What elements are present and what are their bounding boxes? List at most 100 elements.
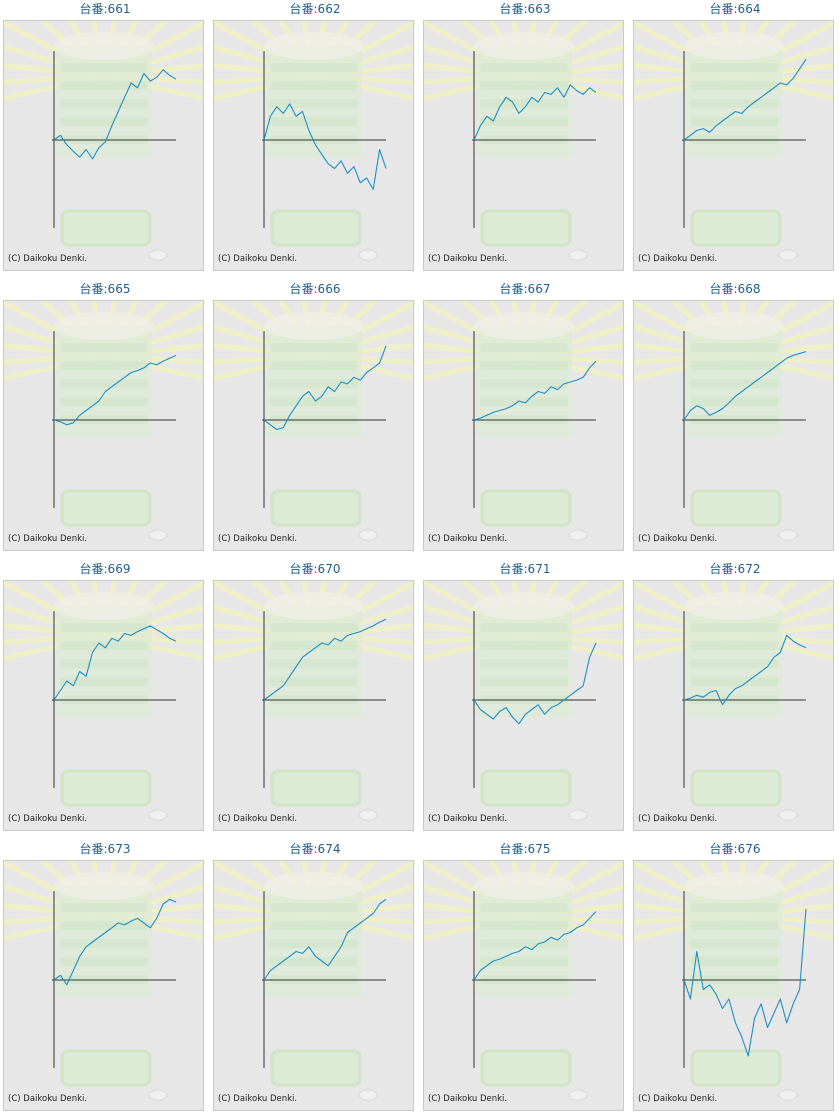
chart-svg [634,21,833,261]
machine-stripe [270,379,358,388]
chart-panel: (C) Daikoku Denki. [633,580,834,831]
machine-stripe [690,659,778,668]
chart-cell: 台番:674 (C) Daikoku Denki. [210,840,420,1120]
chart-title: 台番:672 [709,562,761,576]
tray-decoration [270,489,362,527]
machine-stripe [270,903,358,912]
chart-cell: 台番:669 (C) Daikoku Denki. [0,560,210,840]
chart-svg [634,581,833,821]
copyright-label: (C) Daikoku Denki. [8,254,88,264]
machine-stripe [270,343,358,352]
chart-svg [214,861,413,1101]
copyright-label: (C) Daikoku Denki. [638,254,718,264]
series-line [263,103,387,190]
machine-stripe [60,903,148,912]
coin-decoration [358,529,378,541]
machine-top [54,32,154,60]
copyright-label: (C) Daikoku Denki. [428,254,508,264]
chart-panel: (C) Daikoku Denki. [633,860,834,1111]
machine-stripe [690,343,778,352]
chart-panel: (C) Daikoku Denki. [423,580,624,831]
coin-decoration [778,809,798,821]
chart-cell: 台番:672 (C) Daikoku Denki. [630,560,840,840]
machine-stripe [270,677,358,686]
series-line [473,360,597,421]
chart-svg [424,301,623,541]
copyright-label: (C) Daikoku Denki. [638,534,718,544]
chart-cell: 台番:668 (C) Daikoku Denki. [630,280,840,560]
tray-decoration [270,209,362,247]
chart-panel: (C) Daikoku Denki. [213,300,414,551]
machine-stripe [270,921,358,930]
coin-decoration [358,249,378,261]
tray-decoration [480,489,572,527]
tray-decoration [690,1049,782,1087]
series-line [53,354,177,426]
machine-stripe [60,641,148,650]
copyright-label: (C) Daikoku Denki. [218,534,298,544]
chart-cell: 台番:664 (C) Daikoku Denki. [630,0,840,280]
machine-stripe [60,379,148,388]
chart-svg [634,861,833,1101]
background-decoration [214,581,413,821]
machine-stripe [270,659,358,668]
machine-top [264,32,364,60]
background-decoration [634,861,833,1101]
machine-stripe [270,623,358,632]
machine-stripe [480,81,568,90]
series-line [473,642,597,725]
machine-stripe [60,63,148,72]
machine-stripe [60,921,148,930]
chart-cell: 台番:671 (C) Daikoku Denki. [420,560,630,840]
chart-panel: (C) Daikoku Denki. [213,580,414,831]
chart-panel: (C) Daikoku Denki. [3,860,204,1111]
chart-cell: 台番:661 (C) Daikoku Denki. [0,0,210,280]
coin-decoration [568,249,588,261]
machine-stripe [270,81,358,90]
copyright-label: (C) Daikoku Denki. [218,1094,298,1104]
machine-stripe [690,921,778,930]
chart-cell: 台番:670 (C) Daikoku Denki. [210,560,420,840]
machine-top [684,592,784,620]
chart-svg [4,21,203,261]
machine-stripe [690,903,778,912]
chart-panel: (C) Daikoku Denki. [423,860,624,1111]
chart-svg [214,581,413,821]
machine-stripe [60,99,148,108]
chart-panel: (C) Daikoku Denki. [213,20,414,271]
machine-stripe [480,361,568,370]
series-line [473,911,597,981]
machine-stripe [60,677,148,686]
chart-title: 台番:669 [79,562,131,576]
background-decoration [634,301,833,541]
machine-top [54,872,154,900]
tray-decoration [690,769,782,807]
machine-stripe [690,81,778,90]
chart-svg [424,21,623,261]
series-line [473,84,597,141]
chart-title: 台番:666 [289,282,341,296]
chart-title: 台番:676 [709,842,761,856]
machine-stripe [60,939,148,948]
machine-top [474,592,574,620]
tray-decoration [60,769,152,807]
series-line [53,625,177,701]
machine-top [684,312,784,340]
machine-stripe [480,397,568,406]
coin-decoration [148,249,168,261]
chart-title: 台番:663 [499,2,551,16]
machine-stripe [480,379,568,388]
background-decoration [4,861,203,1101]
coin-decoration [778,249,798,261]
machine-top [474,872,574,900]
machine-stripe [270,99,358,108]
machine-stripe [690,99,778,108]
chart-cell: 台番:673 (C) Daikoku Denki. [0,840,210,1120]
chart-svg [634,301,833,541]
machine-stripe [270,361,358,370]
machine-stripe [690,379,778,388]
machine-stripe [690,939,778,948]
background-decoration [214,861,413,1101]
chart-title: 台番:675 [499,842,551,856]
